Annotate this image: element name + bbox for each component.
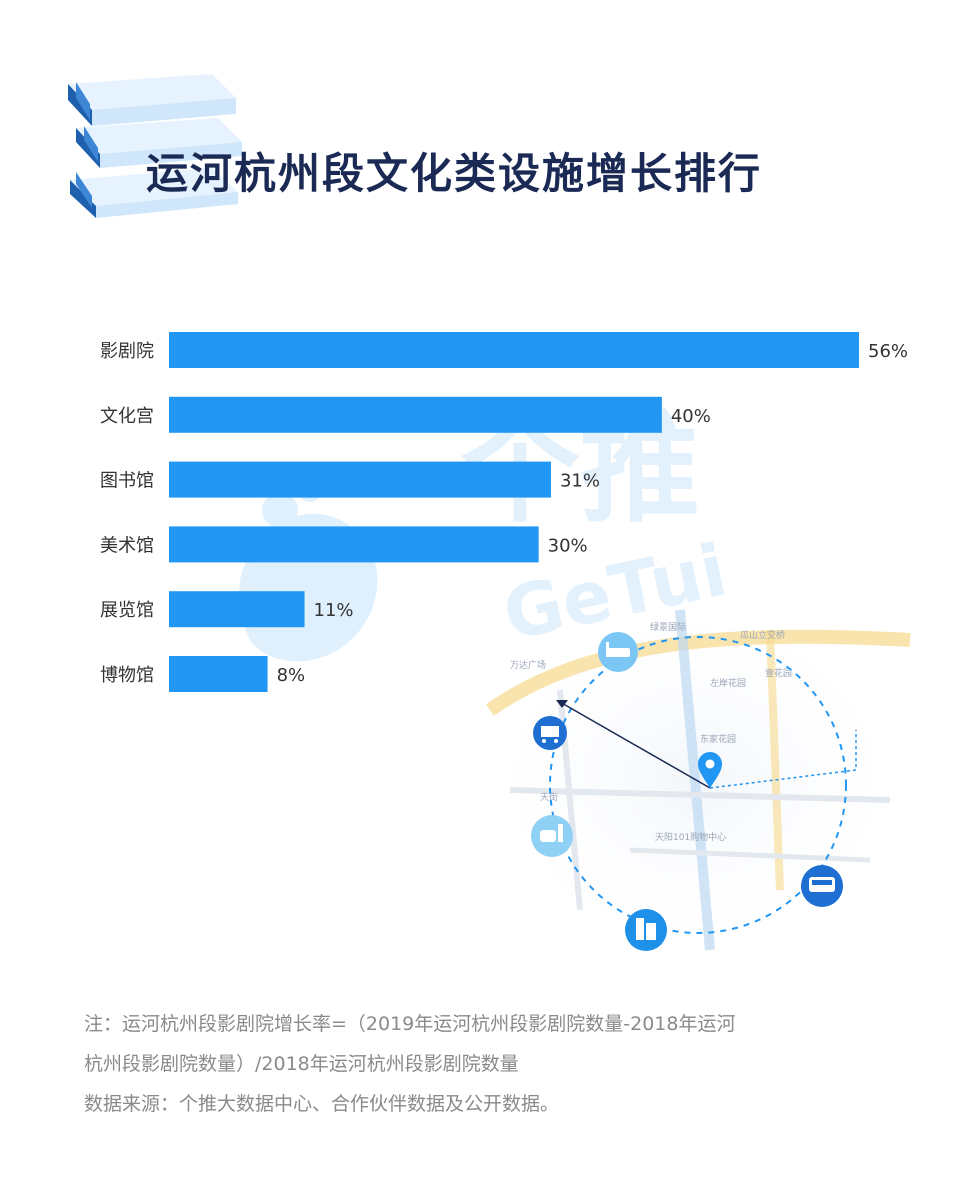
category-label: 博物馆 xyxy=(100,665,154,686)
map-label: 绿景国际 xyxy=(650,621,686,633)
note-line-2: 杭州段影剧院数量）/2018年运河杭州段影剧院数量 xyxy=(84,1053,519,1075)
note-line-1: 注：运河杭州段影剧院增长率=（2019年运河杭州段影剧院数量-2018年运河 xyxy=(84,1013,736,1035)
bus-icon xyxy=(801,865,843,907)
hotel-icon xyxy=(598,632,638,672)
fast-food-icon xyxy=(531,815,573,857)
building-icon xyxy=(625,909,667,951)
bar xyxy=(169,396,662,433)
value-label: 11% xyxy=(314,600,354,621)
bar xyxy=(169,591,305,628)
book-stack-icon xyxy=(68,74,242,218)
location-pin-icon xyxy=(698,752,722,788)
map-label: 左岸花园 xyxy=(710,677,746,689)
shopping-cart-icon xyxy=(533,716,567,750)
bars-layer: 影剧院 56% 文化宫 40% 图书馆 31% 美术馆 30% 展览馆 11% 博物馆 8% xyxy=(100,332,908,692)
value-label: 31% xyxy=(560,471,600,492)
map-label: 瓜山立交桥 xyxy=(740,629,785,641)
map-label: 万达广场 xyxy=(510,659,546,671)
category-label: 展览馆 xyxy=(100,600,154,621)
value-label: 56% xyxy=(868,341,908,362)
map-label: 壹花园 xyxy=(765,667,792,679)
value-label: 8% xyxy=(277,665,306,686)
bar-chart: 影剧院 56% 文化宫 40% 图书馆 31% 美术馆 30% 展览馆 11% 博物馆 8% xyxy=(100,332,908,692)
category-label: 文化宫 xyxy=(100,406,154,427)
source-line: 数据来源：个推大数据中心、合作伙伴数据及公开数据。 xyxy=(84,1093,560,1115)
map-label: 天街 xyxy=(540,791,558,803)
bar xyxy=(169,656,268,692)
bar xyxy=(169,332,859,368)
map-illustration: 绿景国际 瓜山立交桥 万达广场 左岸花园 壹花园 东家花园 天街 天阳101购物… xyxy=(470,590,920,970)
bar xyxy=(169,461,551,498)
map-label: 天阳101购物中心 xyxy=(655,831,726,843)
value-label: 30% xyxy=(548,535,588,556)
value-label: 40% xyxy=(671,406,711,427)
category-label: 影剧院 xyxy=(100,341,154,362)
category-label: 图书馆 xyxy=(100,471,154,492)
map-label: 东家花园 xyxy=(700,733,736,745)
footer-notes: 注：运河杭州段影剧院增长率=（2019年运河杭州段影剧院数量-2018年运河 杭… xyxy=(84,1004,904,1124)
bar xyxy=(169,526,539,563)
category-label: 美术馆 xyxy=(100,535,154,556)
page-title: 运河杭州段文化类设施增长排行 xyxy=(146,149,763,198)
